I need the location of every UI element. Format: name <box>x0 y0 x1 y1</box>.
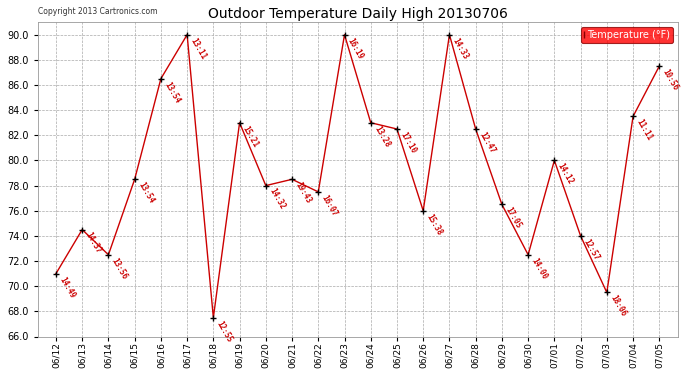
Text: 11:11: 11:11 <box>634 118 654 142</box>
Text: 12:47: 12:47 <box>477 130 496 155</box>
Text: 15:21: 15:21 <box>241 124 260 148</box>
Text: 17:10: 17:10 <box>398 130 417 155</box>
Text: 18:06: 18:06 <box>608 294 628 318</box>
Text: 12:55: 12:55 <box>215 319 234 344</box>
Text: 14:32: 14:32 <box>267 187 286 211</box>
Text: 10:56: 10:56 <box>661 68 680 92</box>
Text: 16:19: 16:19 <box>346 36 365 61</box>
Text: 13:28: 13:28 <box>372 124 391 148</box>
Text: 13:11: 13:11 <box>188 36 208 61</box>
Text: 14:49: 14:49 <box>57 275 77 300</box>
Text: 13:54: 13:54 <box>136 181 155 205</box>
Text: 12:57: 12:57 <box>582 237 602 262</box>
Text: 16:07: 16:07 <box>319 193 339 218</box>
Text: 15:38: 15:38 <box>424 212 444 237</box>
Text: 14:12: 14:12 <box>555 162 575 186</box>
Text: 14:00: 14:00 <box>529 256 549 280</box>
Text: 13:54: 13:54 <box>162 80 181 105</box>
Text: 14:33: 14:33 <box>451 36 470 61</box>
Text: 13:56: 13:56 <box>110 256 129 280</box>
Text: 19:43: 19:43 <box>293 181 313 205</box>
Legend: Temperature (°F): Temperature (°F) <box>581 27 673 43</box>
Text: Copyright 2013 Cartronics.com: Copyright 2013 Cartronics.com <box>37 7 157 16</box>
Text: 17:05: 17:05 <box>503 206 522 230</box>
Title: Outdoor Temperature Daily High 20130706: Outdoor Temperature Daily High 20130706 <box>208 7 508 21</box>
Text: 14:37: 14:37 <box>83 231 103 255</box>
